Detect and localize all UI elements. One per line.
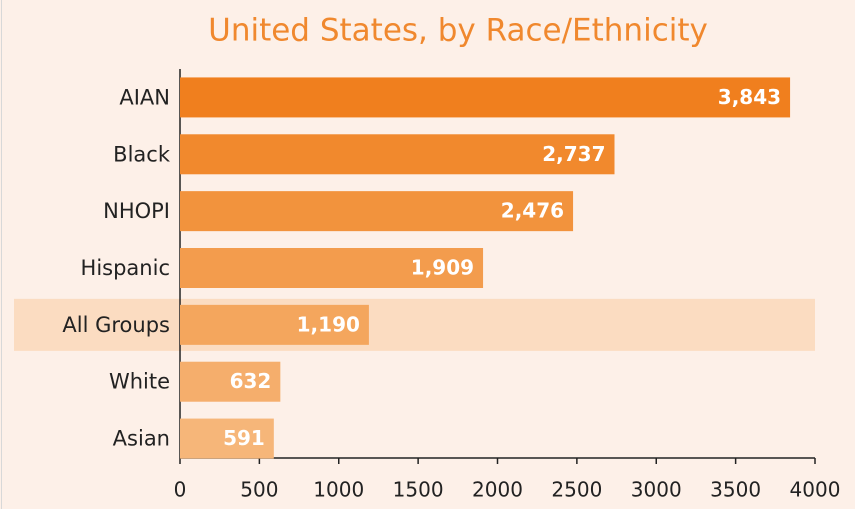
x-tick-label: 2500 bbox=[551, 478, 602, 502]
x-tick-label: 500 bbox=[240, 478, 278, 502]
y-tick-label: Hispanic bbox=[81, 256, 170, 280]
value-label: 2,476 bbox=[501, 199, 564, 223]
x-tick-label: 2000 bbox=[472, 478, 523, 502]
bar bbox=[180, 191, 574, 232]
x-tick-label: 1500 bbox=[393, 478, 444, 502]
value-label: 1,909 bbox=[411, 256, 474, 280]
x-tick-label: 3000 bbox=[631, 478, 682, 502]
value-label: 591 bbox=[223, 426, 265, 450]
value-label: 632 bbox=[230, 369, 272, 393]
y-tick-label: AIAN bbox=[119, 85, 170, 109]
x-tick-label: 3500 bbox=[710, 478, 761, 502]
value-label: 3,843 bbox=[718, 85, 781, 109]
y-tick-label: Black bbox=[113, 142, 171, 166]
bar bbox=[180, 418, 274, 459]
value-label: 2,737 bbox=[542, 142, 605, 166]
x-tick-label: 0 bbox=[174, 478, 187, 502]
x-tick-label: 4000 bbox=[790, 478, 841, 502]
bar bbox=[180, 248, 484, 288]
bar bbox=[180, 361, 281, 402]
y-tick-label: White bbox=[109, 370, 170, 394]
value-label: 1,190 bbox=[297, 312, 360, 336]
chart-title: United States, by Race/Ethnicity bbox=[208, 13, 708, 49]
bar bbox=[180, 77, 791, 118]
y-tick-label: NHOPI bbox=[103, 199, 170, 223]
x-tick-label: 1000 bbox=[313, 478, 364, 502]
highlight-band bbox=[14, 298, 815, 351]
y-tick-label: All Groups bbox=[62, 313, 170, 337]
bar bbox=[180, 304, 369, 345]
y-tick-label: Asian bbox=[113, 427, 170, 451]
bar bbox=[180, 134, 615, 175]
